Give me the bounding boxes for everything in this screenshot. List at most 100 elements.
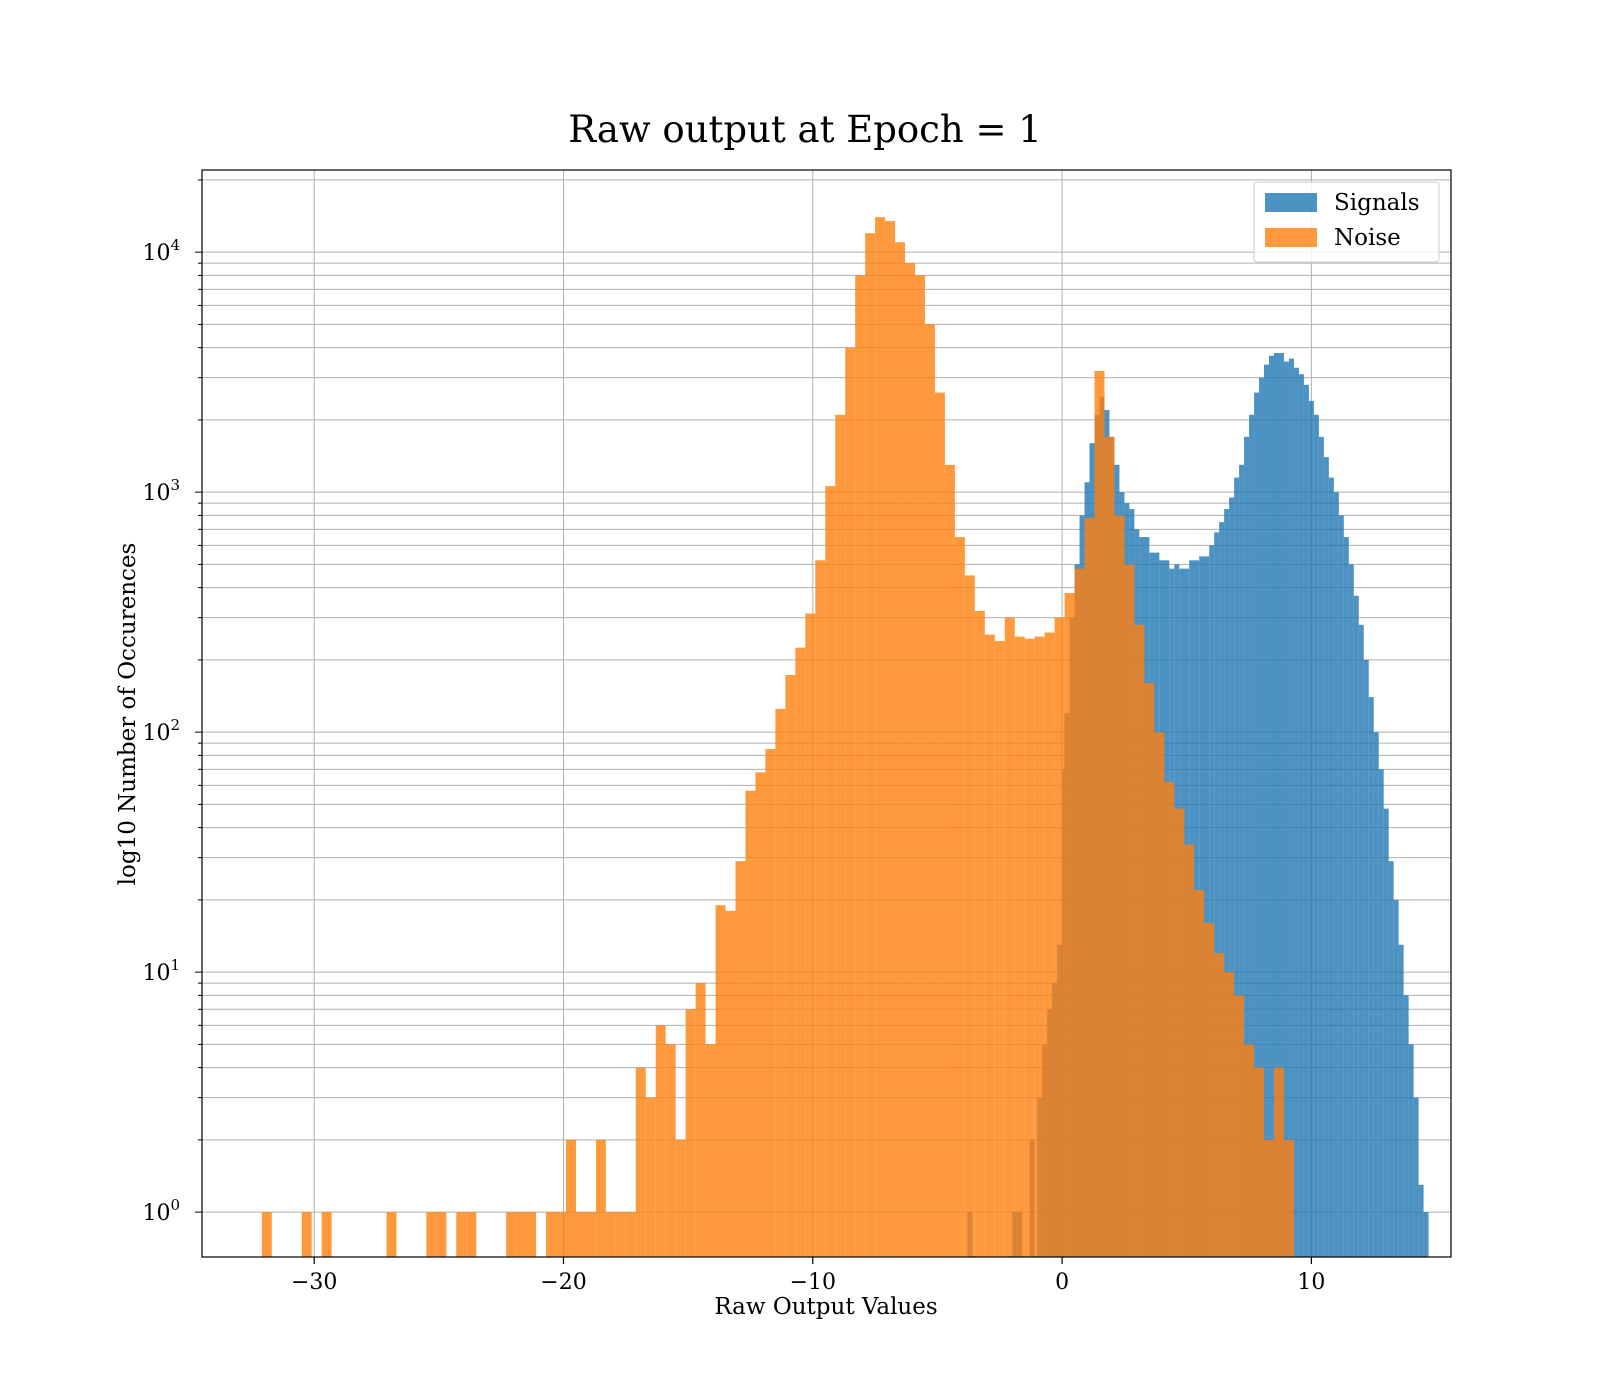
y-axis-label: log10 Number of Occurences	[115, 543, 141, 886]
noise-bar	[924, 324, 935, 1257]
noise-bar	[426, 1212, 437, 1257]
legend-label-signals: Signals	[1334, 190, 1420, 216]
noise-bar	[655, 1025, 666, 1257]
signals-bar	[1418, 1184, 1424, 1257]
signals-bar	[1338, 515, 1344, 1257]
signals-bar	[1323, 457, 1329, 1257]
noise-bar	[934, 392, 945, 1257]
noise-bar	[735, 861, 746, 1257]
y-tick-label: 101	[142, 956, 180, 986]
signals-bar	[1273, 353, 1284, 1257]
noise-bar	[1084, 518, 1095, 1257]
signals-bar	[1348, 564, 1354, 1257]
signals-bar	[1403, 995, 1409, 1257]
noise-bar	[905, 263, 916, 1257]
noise-bar	[845, 347, 856, 1258]
signals-bar	[1209, 545, 1215, 1257]
noise-bar	[635, 1067, 646, 1257]
signals-bar	[1259, 377, 1265, 1258]
x-tick-label: −20	[540, 1270, 586, 1295]
x-axis-label: Raw Output Values	[714, 1294, 937, 1320]
noise-bar	[436, 1212, 447, 1257]
noise-bar	[1074, 568, 1085, 1257]
noise-bar	[1254, 1067, 1265, 1257]
signals-bar	[1224, 509, 1230, 1258]
noise-bar	[805, 613, 816, 1257]
signals-bar	[1398, 944, 1404, 1257]
noise-bar	[321, 1212, 332, 1257]
noise-bar	[301, 1212, 312, 1257]
plot-frame	[201, 169, 1452, 1258]
x-tick-label: 0	[1055, 1270, 1069, 1295]
signals-bar	[1288, 358, 1294, 1258]
noise-bar	[1154, 732, 1165, 1257]
y-tick-label: 100	[142, 1196, 180, 1226]
signals-bar	[1333, 492, 1339, 1257]
signals-bar	[1313, 414, 1319, 1257]
signals-bar	[1378, 769, 1384, 1257]
signals-bar	[1239, 464, 1245, 1257]
noise-bar	[526, 1212, 537, 1257]
noise-bar	[575, 1212, 586, 1257]
signals-bar	[1254, 392, 1260, 1257]
noise-bar	[964, 575, 975, 1257]
noise-bar	[675, 1139, 686, 1257]
noise-bar	[1204, 923, 1215, 1257]
noise-bar	[775, 708, 786, 1257]
noise-bar	[1124, 564, 1135, 1257]
noise-bar	[875, 217, 886, 1257]
noise-bar	[1014, 636, 1025, 1257]
legend: Signals Noise	[1253, 181, 1440, 263]
noise-bar	[1054, 617, 1065, 1257]
signals-bar	[1293, 367, 1299, 1257]
signals-bar	[1249, 414, 1255, 1257]
signals-bar	[1214, 532, 1220, 1257]
noise-bar	[1264, 1139, 1274, 1257]
noise-bar	[705, 1044, 716, 1257]
noise-bar	[595, 1139, 606, 1257]
noise-bar	[1194, 889, 1205, 1257]
noise-bar	[984, 634, 995, 1257]
signals-bar	[1269, 355, 1274, 1258]
noise-bar	[915, 275, 925, 1257]
y-axis-ticks: 100 101 102 103 104	[142, 179, 202, 1226]
signals-bar	[1303, 384, 1309, 1257]
signals-bar	[1219, 522, 1225, 1257]
noise-bar	[1174, 808, 1185, 1257]
noise-bar	[605, 1212, 616, 1257]
noise-bar	[1024, 638, 1035, 1257]
noise-bar	[615, 1212, 626, 1257]
noise-bar	[1144, 683, 1155, 1257]
chart-title: Raw output at Epoch = 1	[568, 108, 1042, 151]
noise-bars	[261, 217, 1294, 1258]
signals-bar	[1353, 595, 1359, 1257]
x-tick-label: 10	[1297, 1270, 1325, 1295]
y-tick-label: 103	[142, 476, 180, 506]
noise-bar	[785, 675, 796, 1257]
noise-bar	[1044, 632, 1055, 1257]
x-axis-ticks: −30 −20 −10 0 10	[291, 1257, 1325, 1295]
signals-bar	[1318, 436, 1324, 1257]
signals-bar	[1308, 400, 1314, 1257]
signals-bar	[1298, 374, 1304, 1257]
noise-bar	[261, 1212, 272, 1257]
legend-swatch-signals	[1265, 193, 1317, 212]
noise-bar	[885, 220, 896, 1258]
signals-bar	[1343, 537, 1349, 1257]
signals-bar	[1234, 477, 1240, 1257]
noise-bar	[695, 983, 706, 1257]
noise-bar	[1244, 1044, 1255, 1257]
noise-bar	[645, 1097, 656, 1257]
noise-bar	[855, 275, 866, 1257]
noise-bar	[565, 1139, 576, 1257]
signals-bar	[1413, 1097, 1419, 1257]
noise-bar	[1184, 844, 1195, 1257]
signals-bar	[1408, 1044, 1414, 1257]
noise-bar	[1094, 370, 1105, 1257]
noise-bar	[835, 414, 846, 1257]
y-tick-label: 102	[142, 716, 180, 746]
signals-bar	[1283, 361, 1289, 1258]
noise-bar	[625, 1212, 636, 1257]
signals-bar	[1383, 808, 1389, 1257]
legend-label-noise: Noise	[1334, 225, 1401, 251]
